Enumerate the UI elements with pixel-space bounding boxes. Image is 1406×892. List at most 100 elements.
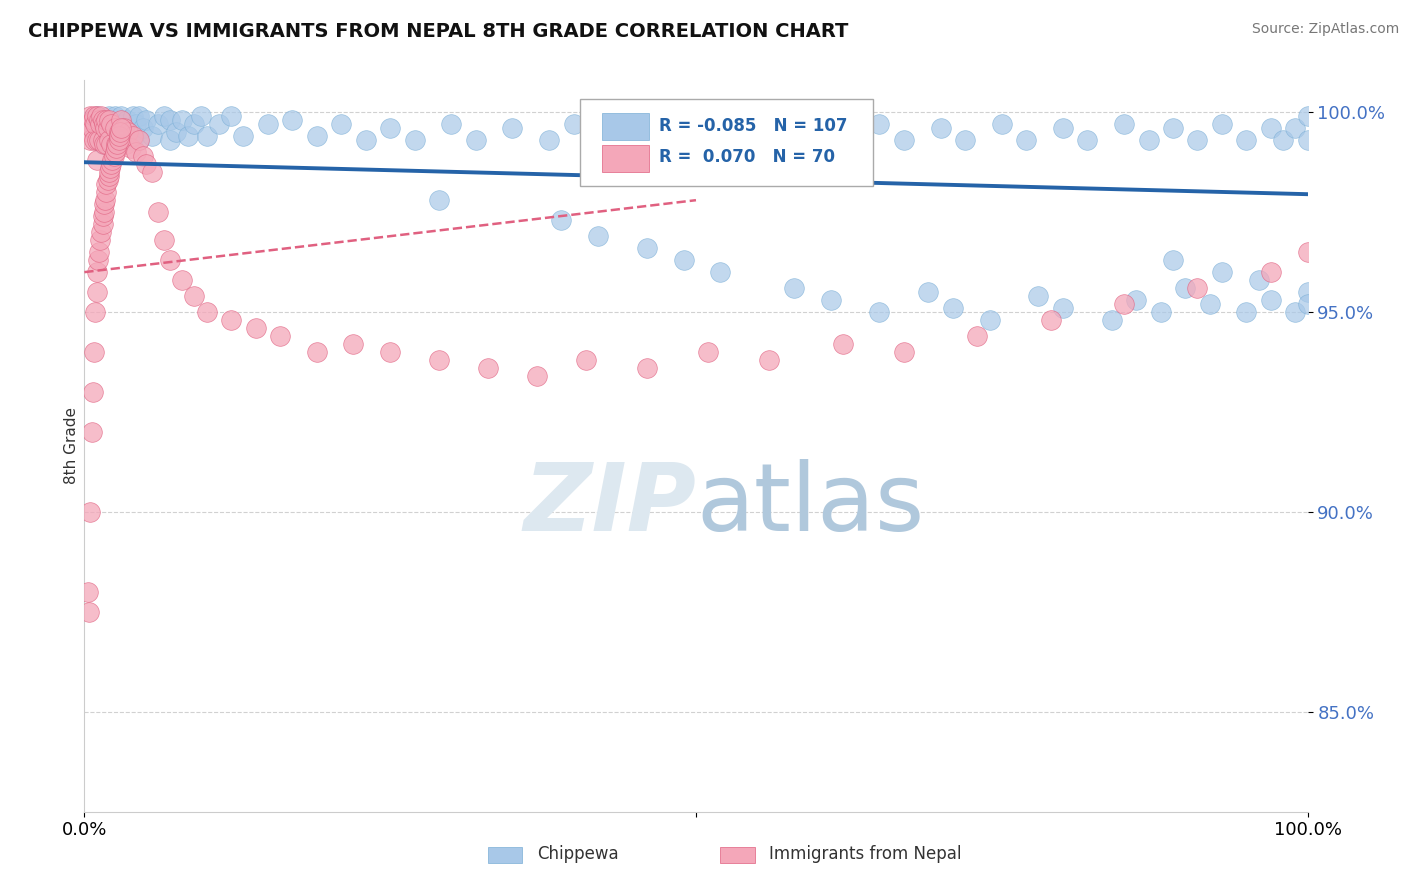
Point	[269, 329, 291, 343]
Point	[87, 133, 110, 147]
Point	[685, 121, 707, 136]
Point	[624, 121, 647, 136]
Point	[195, 305, 218, 319]
Point	[103, 149, 125, 163]
Y-axis label: 8th Grade: 8th Grade	[63, 408, 79, 484]
Point	[953, 133, 976, 147]
Point	[96, 178, 118, 192]
Point	[599, 133, 621, 147]
Point	[141, 129, 163, 144]
Point	[427, 353, 450, 368]
Point	[105, 137, 128, 152]
Point	[575, 353, 598, 368]
Point	[84, 305, 107, 319]
Point	[464, 133, 486, 147]
Point	[115, 113, 138, 128]
Text: Chippewa: Chippewa	[537, 845, 619, 863]
Point	[97, 165, 120, 179]
Point	[942, 301, 965, 315]
Point	[1161, 121, 1184, 136]
Point	[1052, 121, 1074, 136]
Point	[305, 129, 328, 144]
Bar	[488, 847, 522, 863]
Point	[709, 133, 731, 147]
Point	[125, 145, 148, 160]
FancyBboxPatch shape	[602, 113, 650, 140]
Text: ZIP: ZIP	[523, 458, 696, 550]
Point	[440, 117, 463, 131]
Point	[86, 265, 108, 279]
Point	[893, 345, 915, 359]
Point	[135, 113, 157, 128]
Point	[96, 185, 118, 199]
Point	[90, 109, 112, 123]
Point	[1174, 281, 1197, 295]
Point	[1125, 293, 1147, 307]
Point	[380, 121, 402, 136]
Point	[105, 137, 128, 152]
Point	[1150, 305, 1173, 319]
FancyBboxPatch shape	[602, 145, 650, 171]
Point	[770, 133, 793, 147]
Point	[172, 113, 194, 128]
Point	[893, 133, 915, 147]
Point	[1028, 289, 1050, 303]
Point	[1076, 133, 1098, 147]
Text: CHIPPEWA VS IMMIGRANTS FROM NEPAL 8TH GRADE CORRELATION CHART: CHIPPEWA VS IMMIGRANTS FROM NEPAL 8TH GR…	[28, 22, 848, 41]
Point	[122, 109, 145, 123]
Point	[96, 117, 118, 131]
Point	[97, 113, 120, 128]
Point	[110, 113, 132, 128]
Point	[159, 113, 181, 128]
Point	[831, 133, 853, 147]
Point	[84, 117, 107, 131]
Point	[672, 253, 695, 268]
Point	[86, 285, 108, 299]
Point	[538, 133, 561, 147]
Point	[107, 121, 129, 136]
Point	[128, 133, 150, 147]
Text: R =  0.070   N = 70: R = 0.070 N = 70	[659, 148, 835, 166]
Point	[146, 117, 169, 131]
Point	[427, 193, 450, 207]
Point	[122, 133, 145, 147]
Point	[77, 605, 100, 619]
Point	[100, 157, 122, 171]
Point	[526, 369, 548, 384]
Point	[93, 205, 115, 219]
Point	[83, 133, 105, 147]
Point	[917, 285, 939, 299]
Point	[120, 129, 142, 144]
Point	[1296, 285, 1319, 299]
Point	[94, 121, 117, 136]
Point	[77, 125, 100, 139]
Point	[96, 137, 118, 152]
Point	[94, 193, 117, 207]
Point	[869, 117, 891, 131]
Point	[183, 117, 205, 131]
Point	[153, 233, 176, 247]
Point	[80, 425, 103, 439]
Point	[93, 117, 115, 131]
Point	[153, 109, 176, 123]
Point	[586, 229, 609, 244]
Point	[1284, 121, 1306, 136]
Point	[117, 125, 139, 139]
Point	[831, 337, 853, 351]
Point	[91, 209, 114, 223]
Point	[1260, 121, 1282, 136]
Point	[697, 345, 720, 359]
Point	[380, 345, 402, 359]
Point	[87, 113, 110, 128]
Point	[128, 109, 150, 123]
Point	[91, 113, 114, 128]
Point	[100, 117, 122, 131]
Text: atlas: atlas	[696, 458, 924, 550]
Point	[97, 173, 120, 187]
Point	[966, 329, 988, 343]
Point	[93, 137, 115, 152]
Point	[550, 213, 572, 227]
Point	[1211, 265, 1233, 279]
Point	[108, 125, 131, 139]
Point	[83, 125, 105, 139]
